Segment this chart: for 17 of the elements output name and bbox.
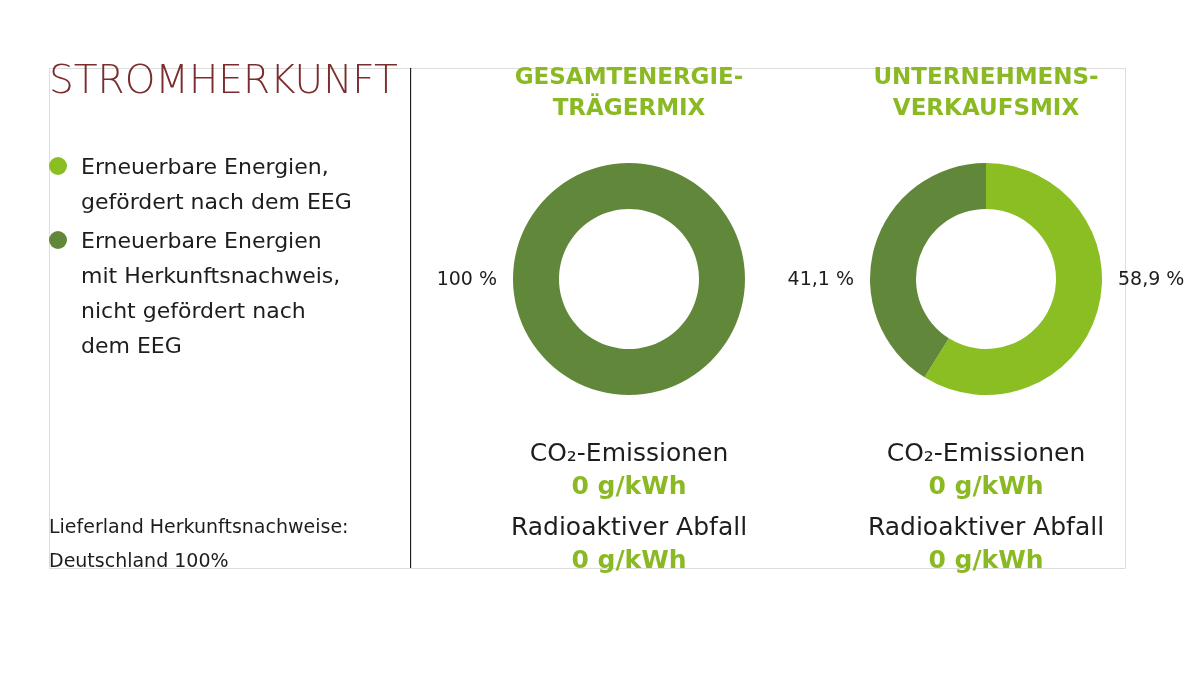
slice-label: UNTERNEHMENS-VERKAUFSMIX — [873, 63, 1099, 120]
text: 0 g/kWh — [928, 545, 1044, 574]
slice-label: GESAMTENERGIE-TRÄGERMIX — [514, 63, 744, 120]
data-label: 58,9 % — [1118, 267, 1185, 289]
text: CO₂-Emissionen — [886, 438, 1086, 467]
legend-label: Erneuerbare Energien mit Herkunftsnachweis, nicht gefördert nach dem EEG — [81, 228, 341, 358]
text: Radioaktiver Abfall — [867, 512, 1105, 541]
text: 0 g/kWh — [571, 471, 687, 500]
text: 0 g/kWh — [571, 545, 687, 574]
text: Radioaktiver Abfall — [510, 512, 748, 541]
data-label: 41,1 % — [787, 267, 854, 289]
text: STROMHERKUNFT — [49, 57, 398, 102]
text: CO₂-Emissionen — [529, 438, 729, 467]
text: Lieferland Herkunftsnachweise: Deutschland 100% — [49, 515, 349, 571]
text: 0 g/kWh — [928, 471, 1044, 500]
legend-label: Erneuerbare Energien, gefördert nach dem EEG — [81, 154, 352, 214]
data-label: 100 % — [436, 267, 497, 289]
